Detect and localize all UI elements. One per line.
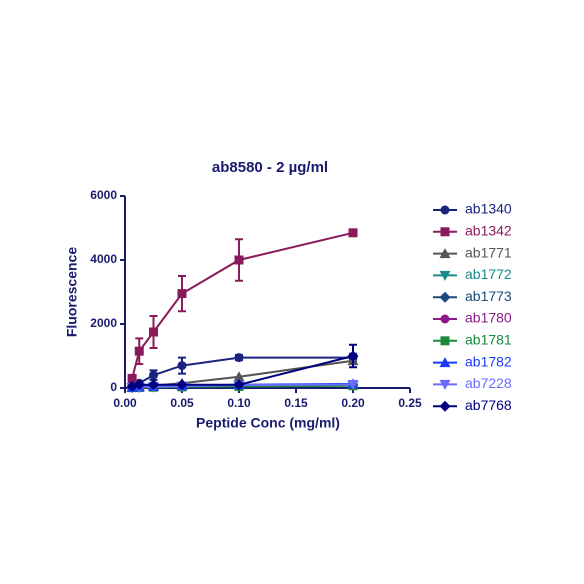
data-point xyxy=(347,379,359,390)
legend-marker xyxy=(439,248,451,259)
data-point xyxy=(234,255,244,265)
legend-marker xyxy=(439,270,451,281)
legend-label: ab1781 xyxy=(465,332,512,348)
legend-label: ab1773 xyxy=(465,288,512,304)
legend-label: ab1340 xyxy=(465,201,512,217)
y-tick-label: 6000 xyxy=(90,188,117,202)
legend-marker xyxy=(440,205,450,215)
data-point xyxy=(126,380,138,392)
legend-marker xyxy=(440,314,450,324)
data-point xyxy=(234,353,244,363)
legend-label: ab1772 xyxy=(465,266,512,282)
x-tick-label: 0.25 xyxy=(398,396,422,410)
y-tick-label: 0 xyxy=(110,380,117,394)
legend-marker xyxy=(439,291,451,303)
data-point xyxy=(347,350,359,362)
legend-label: ab1771 xyxy=(465,244,512,260)
legend-label: ab1782 xyxy=(465,353,512,369)
data-point xyxy=(149,370,158,380)
data-point xyxy=(149,327,158,337)
legend-marker xyxy=(439,379,451,390)
data-point xyxy=(348,228,358,238)
x-tick-label: 0.00 xyxy=(113,396,137,410)
data-point xyxy=(133,379,145,391)
legend-label: ab1780 xyxy=(465,310,512,326)
x-tick-label: 0.05 xyxy=(170,396,194,410)
x-tick-label: 0.15 xyxy=(284,396,308,410)
data-point xyxy=(233,379,245,391)
data-point xyxy=(233,371,245,382)
legend-label: ab1342 xyxy=(465,223,512,239)
x-axis-label: Peptide Conc (mg/ml) xyxy=(196,415,340,431)
legend-label: ab7768 xyxy=(465,397,512,413)
x-tick-label: 0.10 xyxy=(227,396,251,410)
data-point xyxy=(176,379,188,391)
x-tick-label: 0.20 xyxy=(341,396,365,410)
data-point xyxy=(177,289,187,299)
y-tick-label: 4000 xyxy=(90,252,117,266)
legend-marker xyxy=(440,227,450,237)
data-point xyxy=(177,361,187,371)
legend-marker xyxy=(439,400,451,412)
series-line xyxy=(131,231,354,379)
y-tick-label: 2000 xyxy=(90,316,117,330)
y-axis-label: Fluorescence xyxy=(64,247,80,337)
legend-marker xyxy=(440,336,450,346)
data-point xyxy=(148,379,159,391)
chart-title: ab8580 - 2 µg/ml xyxy=(212,159,328,176)
legend-label: ab7228 xyxy=(465,375,512,391)
data-point xyxy=(127,373,137,383)
data-point xyxy=(134,346,144,356)
legend-marker xyxy=(439,357,451,368)
